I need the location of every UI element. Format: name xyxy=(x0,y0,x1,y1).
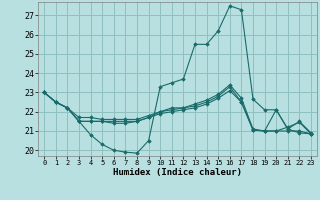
X-axis label: Humidex (Indice chaleur): Humidex (Indice chaleur) xyxy=(113,168,242,177)
